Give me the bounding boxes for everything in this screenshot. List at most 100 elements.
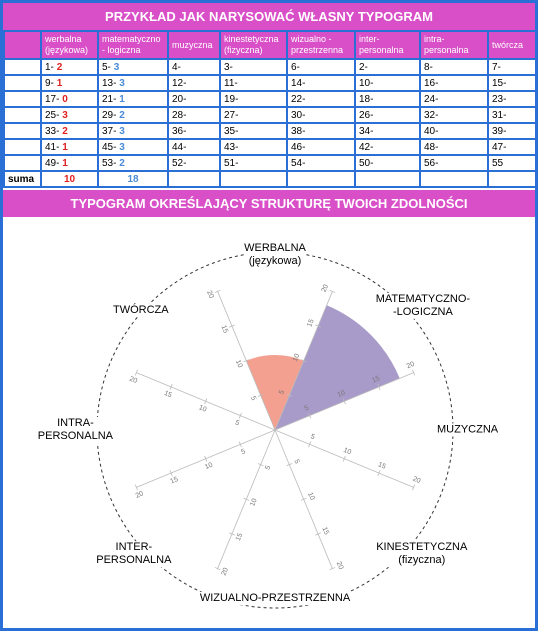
cell xyxy=(3,106,42,124)
tick-mark xyxy=(300,359,307,363)
tick-label: 5 xyxy=(278,389,286,395)
cell: 32- xyxy=(419,106,489,124)
tick-mark xyxy=(377,384,381,390)
cell: 35- xyxy=(219,122,288,140)
cell: 9- 1 xyxy=(40,74,99,92)
tick-label: 20 xyxy=(128,376,138,385)
table-row: 33- 2 37- 3 36- 35- 38- 34- 40- 39- xyxy=(3,122,535,140)
cell xyxy=(3,122,42,140)
category-label: WERBALNA (językowa) xyxy=(244,242,306,268)
chart-title-banner: TYPOGRAM OKREŚLAJĄCY STRUKTURĘ TWOICH ZD… xyxy=(3,190,535,217)
cell xyxy=(3,154,42,172)
tick-mark xyxy=(377,470,381,476)
tick-label: 5 xyxy=(249,395,257,401)
header-cell: werbalna (językowa) xyxy=(40,30,99,60)
cell: 18- xyxy=(354,90,421,108)
cell xyxy=(286,170,356,188)
category-label: TWÓRCZA xyxy=(112,304,169,318)
tick-mark xyxy=(134,369,138,376)
cell: 15- xyxy=(487,74,535,92)
tick-mark xyxy=(412,369,416,376)
tick-label: 15 xyxy=(163,390,173,399)
cell: 5- 3 xyxy=(97,58,169,76)
cell: 53- 2 xyxy=(97,154,169,172)
tick-mark xyxy=(342,398,346,405)
tick-mark xyxy=(243,497,250,501)
score-table: werbalna (językowa) matematyczno - logicz… xyxy=(3,30,535,188)
tick-mark xyxy=(204,398,208,405)
tick-label: 10 xyxy=(204,462,214,471)
item-number: 1- xyxy=(45,61,54,73)
table-row: 17- 0 21- 1 20- 19- 22- 18- 24- 23- xyxy=(3,90,535,108)
tick-mark xyxy=(342,455,346,462)
tick-mark xyxy=(257,463,264,467)
cell xyxy=(3,58,42,76)
item-number: 21- xyxy=(102,93,117,105)
tick-label: 5 xyxy=(234,419,240,427)
cell: 21- 1 xyxy=(97,90,169,108)
cell: 25- 3 xyxy=(40,106,99,124)
cell: 24- xyxy=(419,90,489,108)
cell: 16- xyxy=(419,74,489,92)
tick-label: 10 xyxy=(336,389,346,398)
tick-mark xyxy=(308,441,312,448)
cell: 3- xyxy=(219,58,288,76)
tick-mark xyxy=(169,470,173,476)
item-score: 3 xyxy=(119,77,125,89)
tick-mark xyxy=(308,412,312,419)
chart-area: 5 10 15 20 5 10 15 20 5 10 15 20 5 10 15 20 5 10 15 20 5 10 15… xyxy=(3,241,535,628)
cell: 26- xyxy=(354,106,421,124)
header-cell: twórcza xyxy=(487,30,535,60)
cell: 6- xyxy=(286,58,356,76)
cell xyxy=(354,170,421,188)
tick-mark xyxy=(257,393,264,397)
cell: 44- xyxy=(167,138,221,156)
tick-mark xyxy=(169,384,173,390)
item-score: 2 xyxy=(119,157,125,169)
tick-label: 20 xyxy=(335,561,344,571)
item-number: 49- xyxy=(45,157,60,169)
category-label: MUZYCZNA xyxy=(437,423,499,437)
tick-label: 20 xyxy=(205,290,214,300)
table-row: 9- 1 13- 3 12- 11- 14- 10- 16- 15- xyxy=(3,74,535,92)
item-number: 25- xyxy=(45,109,60,121)
item-score: 3 xyxy=(119,125,125,137)
cell: 23- xyxy=(487,90,535,108)
cell: 4- xyxy=(167,58,221,76)
header-cell: kinestetyczna (fizyczna) xyxy=(219,30,288,60)
tick-mark xyxy=(204,455,208,462)
sum-value: 10 xyxy=(40,170,99,188)
item-score: 1 xyxy=(62,141,68,153)
tick-label: 15 xyxy=(377,461,387,470)
item-score: 0 xyxy=(62,93,68,105)
cell: 49- 1 xyxy=(40,154,99,172)
cell xyxy=(419,170,489,188)
cell: 14- xyxy=(286,74,356,92)
cell: 2- xyxy=(354,58,421,76)
cell xyxy=(487,170,535,188)
item-score: 2 xyxy=(56,61,63,73)
tick-label: 10 xyxy=(234,359,243,369)
item-number: 5- xyxy=(102,61,111,73)
cell: 20- xyxy=(167,90,221,108)
tick-mark xyxy=(243,359,250,363)
category-label: KINESTETYCZNA (fizyczna) xyxy=(376,540,468,567)
header-cell: inter-personalna xyxy=(354,30,421,60)
tick-label: 15 xyxy=(320,526,329,536)
tick-mark xyxy=(286,393,293,397)
cell: 52- xyxy=(167,154,221,172)
item-number: 17- xyxy=(45,93,60,105)
cell: 12- xyxy=(167,74,221,92)
tick-mark xyxy=(214,567,221,571)
tick-mark xyxy=(329,567,336,571)
tick-label: 5 xyxy=(292,459,300,465)
tick-label: 20 xyxy=(412,476,422,485)
item-number: 9- xyxy=(45,77,54,89)
cell: 22- xyxy=(286,90,356,108)
cell: 43- xyxy=(219,138,288,156)
cell: 11- xyxy=(219,74,288,92)
chart: 5 10 15 20 5 10 15 20 5 10 15 20 5 10 15 20 5 10 15 20 5 10 15… xyxy=(96,251,454,609)
item-number: 33- xyxy=(45,125,60,137)
tick-mark xyxy=(229,532,235,536)
